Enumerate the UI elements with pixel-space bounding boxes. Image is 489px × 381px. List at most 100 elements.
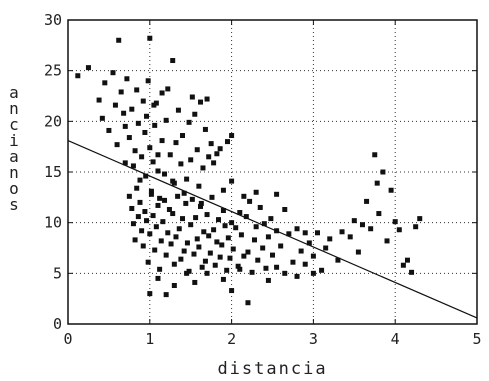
data-point	[388, 187, 394, 193]
data-point	[252, 237, 258, 243]
data-point	[327, 236, 333, 242]
x-tick-label: 2	[227, 330, 236, 348]
data-point	[372, 152, 378, 158]
data-point	[137, 177, 143, 183]
data-point	[184, 176, 190, 182]
data-point	[204, 212, 210, 218]
data-point	[137, 199, 143, 205]
data-point	[364, 198, 370, 204]
data-point	[118, 89, 124, 95]
data-point	[347, 234, 353, 240]
y-tick-label: 30	[44, 11, 62, 29]
data-point	[229, 133, 235, 139]
data-point	[374, 180, 380, 186]
data-point	[126, 193, 132, 199]
data-point	[173, 234, 179, 240]
data-point	[144, 113, 150, 119]
data-point	[188, 157, 194, 163]
data-point	[302, 230, 308, 236]
data-point	[220, 208, 226, 214]
data-point	[323, 245, 329, 251]
y-tick-label: 10	[44, 214, 62, 232]
data-point	[155, 152, 161, 158]
data-point	[135, 120, 141, 126]
data-point	[217, 146, 223, 152]
data-point	[140, 98, 146, 104]
data-point	[130, 221, 136, 227]
data-point	[183, 200, 189, 206]
data-point	[400, 262, 406, 268]
data-point	[368, 226, 374, 232]
data-point	[209, 194, 215, 200]
data-point	[204, 270, 210, 276]
data-point	[263, 265, 269, 271]
data-point	[163, 252, 169, 258]
data-point	[214, 239, 220, 245]
data-point	[167, 152, 173, 158]
data-point	[319, 267, 325, 273]
data-point	[268, 216, 274, 222]
data-point	[145, 78, 151, 84]
data-point	[253, 189, 259, 195]
data-point	[384, 238, 390, 244]
data-point	[144, 218, 150, 224]
data-point	[189, 94, 195, 100]
data-point	[229, 220, 235, 226]
data-point	[110, 70, 116, 76]
data-point	[112, 102, 118, 108]
data-point	[298, 248, 304, 254]
data-point	[192, 279, 198, 285]
data-point	[417, 216, 423, 222]
data-point	[106, 127, 112, 133]
data-point	[181, 248, 187, 254]
data-point	[413, 224, 419, 230]
data-point	[126, 135, 132, 141]
data-point	[290, 259, 296, 265]
data-point	[162, 171, 168, 177]
data-point	[132, 237, 138, 243]
data-point	[178, 256, 184, 262]
data-point	[129, 106, 135, 112]
data-point	[102, 80, 108, 86]
data-point	[247, 198, 253, 204]
data-point	[152, 122, 158, 128]
data-point	[245, 300, 251, 306]
data-point	[227, 255, 233, 261]
x-tick-label: 0	[63, 330, 72, 348]
data-point	[152, 247, 158, 253]
data-point	[162, 197, 168, 203]
data-point	[335, 257, 341, 263]
data-point	[376, 211, 382, 217]
data-point	[129, 205, 135, 211]
data-point	[124, 76, 130, 82]
y-tick-label: 15	[44, 163, 62, 181]
data-point	[151, 102, 157, 108]
data-point	[155, 168, 161, 174]
data-point	[147, 291, 153, 297]
x-tick-label: 5	[472, 330, 481, 348]
data-point	[173, 140, 179, 146]
data-point	[208, 141, 214, 147]
data-point	[200, 165, 206, 171]
data-point	[171, 261, 177, 267]
data-point	[294, 273, 300, 279]
data-point	[306, 240, 312, 246]
data-point	[139, 154, 145, 160]
data-point	[202, 258, 208, 264]
data-point	[157, 195, 163, 201]
data-point	[145, 259, 151, 265]
data-point	[194, 147, 200, 153]
data-point	[282, 270, 288, 276]
data-point	[310, 253, 316, 259]
data-point	[270, 252, 275, 258]
data-point	[198, 99, 204, 105]
data-point	[219, 242, 225, 248]
data-point	[302, 261, 308, 267]
data-point	[142, 129, 148, 135]
data-point	[201, 229, 207, 235]
data-point	[159, 138, 165, 144]
data-point	[211, 160, 217, 166]
data-point	[249, 269, 255, 275]
y-tick-label: 25	[44, 62, 62, 80]
